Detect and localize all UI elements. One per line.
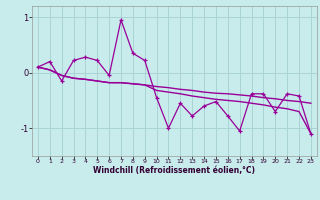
X-axis label: Windchill (Refroidissement éolien,°C): Windchill (Refroidissement éolien,°C): [93, 166, 255, 175]
